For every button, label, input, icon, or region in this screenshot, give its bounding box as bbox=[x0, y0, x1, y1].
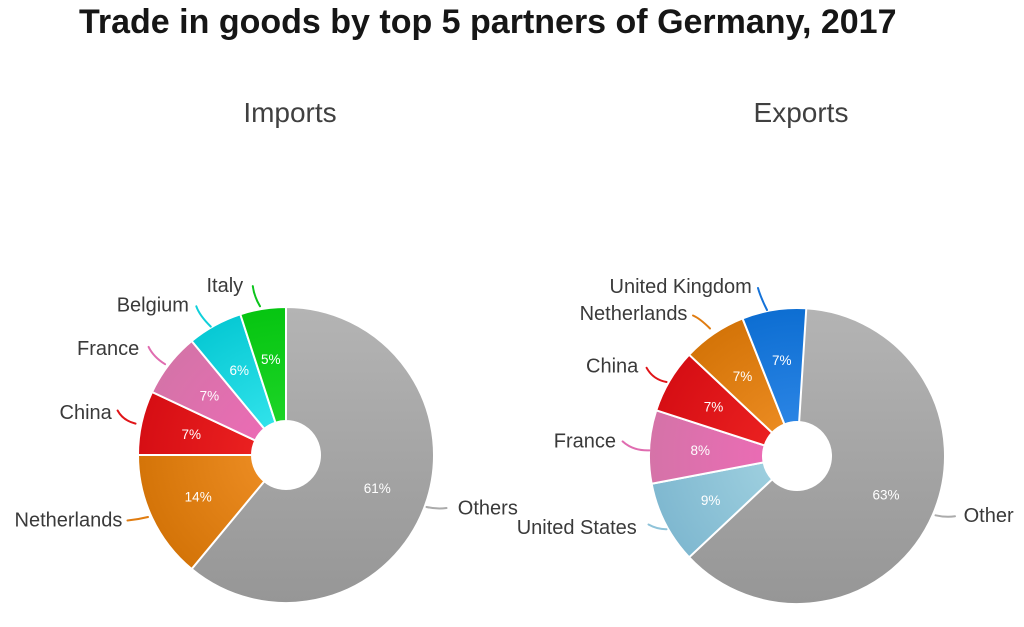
svg-text:Netherlands: Netherlands bbox=[580, 303, 688, 325]
svg-text:6%: 6% bbox=[230, 363, 250, 378]
svg-text:Italy: Italy bbox=[207, 275, 244, 297]
svg-text:United States: United States bbox=[517, 517, 637, 539]
svg-text:7%: 7% bbox=[772, 353, 792, 368]
svg-text:Others: Others bbox=[458, 498, 518, 520]
svg-text:France: France bbox=[554, 430, 616, 452]
svg-text:Other: Other bbox=[964, 505, 1014, 527]
svg-text:5%: 5% bbox=[261, 352, 281, 367]
svg-text:Netherlands: Netherlands bbox=[15, 510, 123, 532]
svg-text:Trade in goods by top 5 partne: Trade in goods by top 5 partners of Germ… bbox=[79, 3, 896, 41]
svg-text:61%: 61% bbox=[364, 481, 391, 496]
svg-text:United Kingdom: United Kingdom bbox=[610, 276, 752, 298]
svg-text:China: China bbox=[586, 356, 639, 378]
svg-text:Belgium: Belgium bbox=[117, 295, 189, 317]
svg-text:7%: 7% bbox=[733, 369, 753, 384]
svg-text:9%: 9% bbox=[701, 493, 721, 508]
svg-text:France: France bbox=[77, 338, 139, 360]
svg-text:7%: 7% bbox=[182, 427, 202, 442]
svg-text:Imports: Imports bbox=[243, 97, 336, 128]
svg-text:Exports: Exports bbox=[754, 97, 849, 128]
svg-text:8%: 8% bbox=[690, 443, 710, 458]
svg-text:China: China bbox=[60, 402, 113, 424]
svg-text:14%: 14% bbox=[185, 489, 212, 504]
svg-text:7%: 7% bbox=[704, 400, 724, 415]
svg-text:7%: 7% bbox=[200, 389, 220, 404]
svg-text:63%: 63% bbox=[872, 488, 899, 503]
